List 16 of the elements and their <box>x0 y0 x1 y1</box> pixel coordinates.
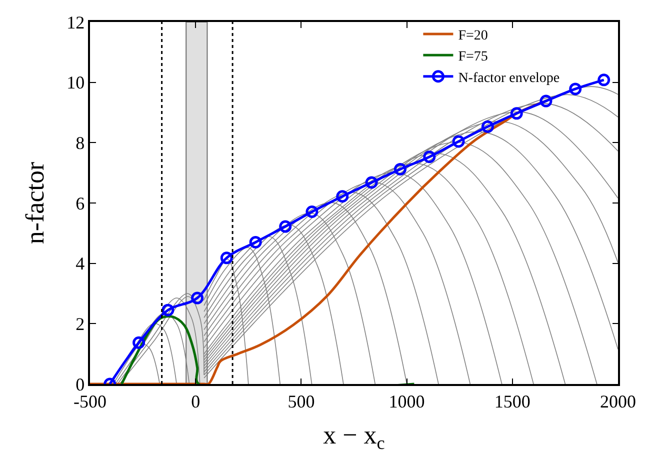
x-tick-label: 1000 <box>388 391 425 412</box>
x-tick-label: 2000 <box>600 391 636 412</box>
legend-label: N-factor envelope <box>458 70 560 86</box>
legend-label: F=20 <box>458 28 488 44</box>
y-tick-label: 2 <box>76 314 85 334</box>
y-tick-label: 10 <box>66 72 85 93</box>
y-tick-label: 12 <box>66 12 85 32</box>
x-axis-title: x − x$_{c}$ <box>323 420 385 454</box>
y-tick-label: 8 <box>76 132 85 153</box>
x-tick-label: 0 <box>191 391 200 412</box>
legend-label: F=75 <box>458 50 488 65</box>
x-tick-label: 1500 <box>494 391 530 412</box>
y-axis-title: n-factor <box>20 162 50 244</box>
y-tick-label: 6 <box>76 193 85 214</box>
y-tick-label: 4 <box>76 254 85 274</box>
x-tick-label: 500 <box>288 391 315 412</box>
